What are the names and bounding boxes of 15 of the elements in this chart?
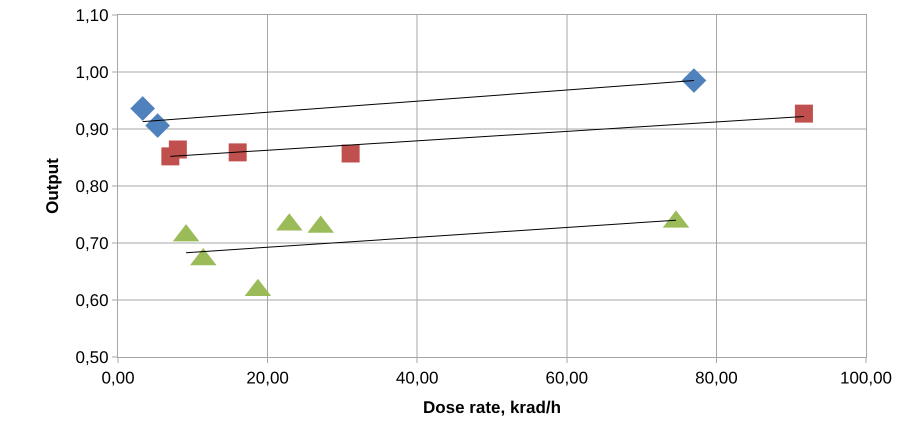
y-axis-title: Output [43,158,62,214]
y-tick-label: 1,00 [76,62,109,82]
y-tick-label: 0,50 [76,348,109,367]
x-axis-title: Dose rate, krad/h [423,398,561,417]
y-tick-label: 0,90 [76,120,109,139]
x-tick-label: 20,00 [246,368,289,388]
y-tick-label: 0,80 [76,176,109,196]
y-tick-label: 1,10 [76,6,109,25]
x-tick-label: 40,00 [396,368,438,388]
x-tick-label: 100,00 [840,368,892,388]
x-tick-label: 0,00 [101,368,135,388]
y-tick-label: 0,70 [76,234,109,253]
y-tick-label: 0,60 [76,290,109,310]
x-tick-label: 60,00 [546,368,588,388]
x-tick-label: 80,00 [695,368,738,388]
